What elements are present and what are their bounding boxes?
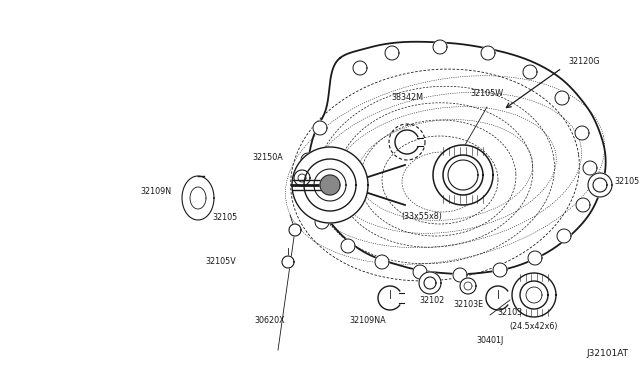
Text: 30401J: 30401J	[476, 336, 504, 345]
Polygon shape	[289, 224, 301, 236]
Polygon shape	[320, 175, 340, 195]
Polygon shape	[301, 153, 315, 167]
Text: 32103: 32103	[497, 308, 523, 317]
Polygon shape	[282, 256, 294, 268]
Polygon shape	[460, 278, 476, 294]
Polygon shape	[593, 178, 607, 192]
Polygon shape	[182, 176, 214, 220]
Text: (24.5x42x6): (24.5x42x6)	[509, 322, 558, 331]
Polygon shape	[353, 61, 367, 75]
Text: 32105W: 32105W	[470, 89, 504, 98]
Polygon shape	[433, 145, 493, 205]
Polygon shape	[301, 185, 315, 199]
Text: 32150A: 32150A	[253, 153, 284, 162]
Polygon shape	[481, 46, 495, 60]
Polygon shape	[575, 126, 589, 140]
Text: 32120G: 32120G	[568, 58, 600, 67]
Polygon shape	[385, 46, 399, 60]
Text: 30620X: 30620X	[255, 316, 285, 325]
Polygon shape	[583, 161, 597, 175]
Polygon shape	[588, 173, 612, 197]
Text: 32105+A: 32105+A	[614, 177, 640, 186]
Polygon shape	[520, 281, 548, 309]
Polygon shape	[413, 265, 427, 279]
Text: 32109NA: 32109NA	[349, 316, 387, 325]
Polygon shape	[419, 272, 441, 294]
Polygon shape	[528, 251, 542, 265]
Polygon shape	[341, 239, 355, 253]
Polygon shape	[576, 198, 590, 212]
Text: 32102: 32102	[419, 296, 445, 305]
Text: (33x55x8): (33x55x8)	[401, 212, 442, 221]
Polygon shape	[294, 170, 310, 186]
Polygon shape	[523, 65, 537, 79]
Polygon shape	[433, 40, 447, 54]
Text: 32105: 32105	[212, 214, 237, 222]
Polygon shape	[375, 255, 389, 269]
Polygon shape	[557, 229, 571, 243]
Polygon shape	[292, 147, 368, 223]
Polygon shape	[424, 277, 436, 289]
Polygon shape	[555, 91, 569, 105]
Polygon shape	[313, 121, 327, 135]
Polygon shape	[493, 263, 507, 277]
Polygon shape	[443, 155, 483, 195]
Text: 32105V: 32105V	[205, 257, 236, 266]
Text: 32109N: 32109N	[140, 187, 171, 196]
Polygon shape	[304, 159, 356, 211]
Polygon shape	[512, 273, 556, 317]
Text: 32103E: 32103E	[453, 300, 483, 309]
Polygon shape	[315, 215, 329, 229]
Text: 38342M: 38342M	[391, 93, 423, 102]
Text: J32101AT: J32101AT	[586, 349, 628, 358]
Polygon shape	[453, 268, 467, 282]
